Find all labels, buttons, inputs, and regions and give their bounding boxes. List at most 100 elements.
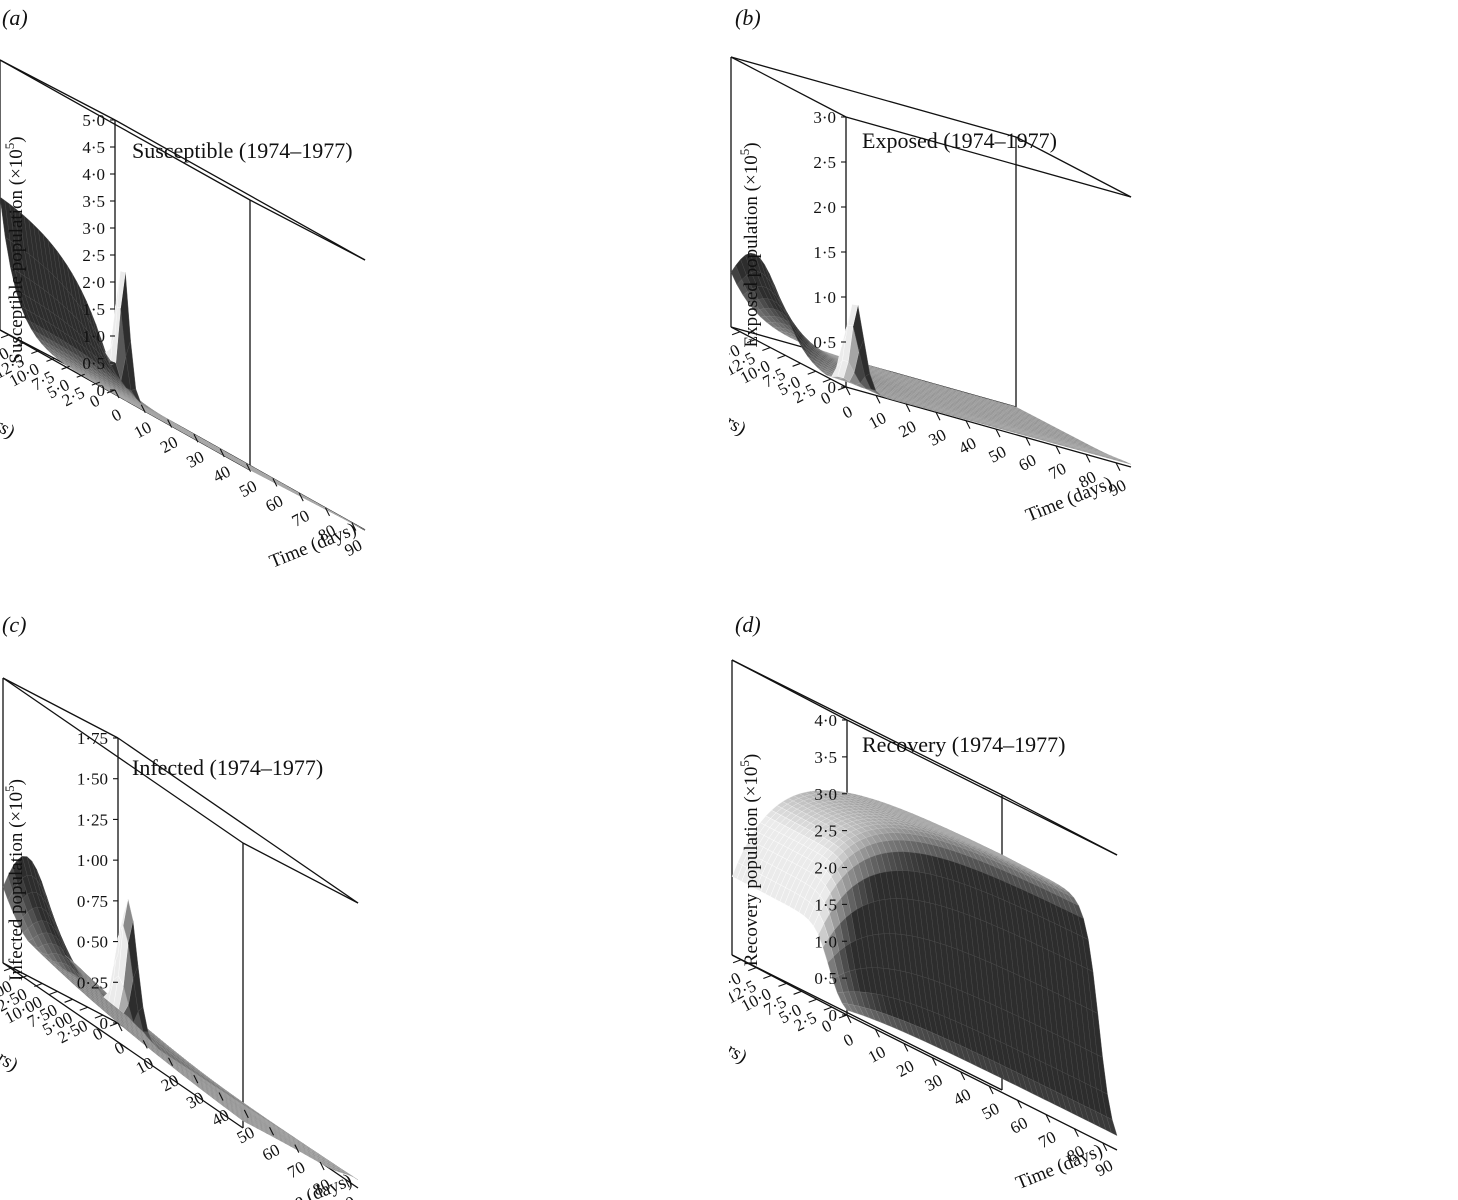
time-tick-label: 90: [335, 1192, 359, 1200]
age-tick: [747, 339, 756, 344]
time-tick: [114, 389, 120, 399]
time-tick: [351, 522, 357, 531]
z-axis-title-text: Recovery population (×10: [741, 767, 762, 967]
chart-title: Infected (1974–1977): [132, 755, 323, 780]
time-tick: [140, 404, 146, 413]
time-tick-label: 30: [922, 1070, 946, 1095]
time-tick-label: 50: [979, 1099, 1003, 1124]
time-tick: [1102, 1142, 1108, 1152]
time-tick-label: 70: [289, 506, 313, 531]
z-axis-title-text: Infected population (×10: [6, 792, 27, 981]
time-tick: [344, 1179, 350, 1188]
z-axis-title: Susceptible population (×105): [2, 136, 27, 363]
age-tick: [823, 1006, 833, 1011]
age-tick: [837, 386, 847, 391]
z-tick-label: 3·5: [814, 748, 837, 767]
time-tick: [1025, 437, 1031, 446]
time-tick-label: 60: [262, 491, 286, 516]
back-edge: [117, 737, 359, 904]
time-tick: [960, 1071, 966, 1081]
time-axis-title: Time (days): [262, 1170, 355, 1200]
time-tick-label: 40: [955, 433, 979, 458]
z-tick-label: 0·25: [77, 973, 108, 992]
age-tick: [61, 365, 70, 370]
time-tick-label: 10: [865, 408, 889, 433]
age-tick: [731, 331, 741, 336]
z-tick-label: 4·5: [82, 138, 105, 157]
age-tick: [64, 998, 73, 1003]
panel-d: (d) 0 0·5 1·0 1·5 2·0 2·5 3·0 3·5 4·0 0 10 20 30 40 50…: [729, 600, 1458, 1200]
chart-susceptible: 00·51·01·52·02·53·03·54·04·55·0010203040…: [0, 59, 366, 573]
z-tick-label: 1·50: [77, 770, 108, 789]
time-tick-label: 10: [865, 1042, 889, 1067]
z-tick-label: 0·75: [77, 892, 108, 911]
z-tick-label: 1·0: [82, 327, 105, 346]
time-tick: [1045, 1114, 1051, 1123]
z-tick-label: 1·0: [813, 288, 836, 307]
time-tick: [193, 1074, 199, 1084]
time-tick-label: 0: [111, 1038, 127, 1059]
z-axis-title-exponent: 5: [737, 149, 752, 156]
time-tick: [988, 1085, 994, 1095]
time-tick-label: 80: [315, 521, 339, 546]
time-tick: [167, 419, 173, 428]
age-tick: [16, 342, 25, 347]
z-tick-label: 3·5: [82, 192, 105, 211]
back-edge: [2, 962, 244, 1129]
z-tick-label: 2·0: [813, 198, 836, 217]
time-tick: [903, 1043, 909, 1052]
z-axis-title: Infected population (×105): [2, 779, 27, 981]
z-tick-label: 4·0: [814, 711, 837, 730]
time-tick: [1115, 462, 1121, 472]
z-tick-label: 5·0: [82, 111, 105, 130]
age-tick: [3, 967, 13, 972]
time-tick-label: 90: [341, 535, 365, 560]
time-tick: [845, 386, 851, 396]
back-edge: [0, 59, 116, 121]
z-tick-label: 3·0: [813, 108, 836, 127]
time-tick-label: 50: [236, 476, 260, 501]
z-tick-label: 0: [828, 378, 837, 397]
time-tick: [168, 1057, 174, 1066]
z-axis-title-close: ): [741, 142, 762, 148]
z-axis-title-close: ): [741, 754, 762, 760]
age-axis: [730, 326, 847, 388]
time-tick: [319, 1161, 325, 1171]
z-axis-title-text: Susceptible population (×10: [6, 149, 27, 363]
age-tick: [778, 982, 787, 987]
z-tick-label: 3·0: [82, 219, 105, 238]
time-axis-title: Time (days): [1013, 1140, 1106, 1194]
time-tick: [218, 1092, 224, 1101]
chart-recovery: 00·51·01·52·02·53·03·54·0010203040506070…: [729, 659, 1118, 1194]
z-tick-label: 2·0: [82, 273, 105, 292]
panel-label-a: (a): [2, 5, 28, 30]
panel-label-c: (c): [2, 612, 27, 637]
time-tick-label: 60: [259, 1140, 283, 1165]
age-tick: [0, 334, 10, 339]
z-axis-title-exponent: 5: [2, 143, 17, 150]
time-tick-label: 40: [209, 1105, 233, 1130]
time-tick-label: 70: [1035, 1127, 1059, 1152]
age-tick: [793, 990, 802, 995]
back-edge: [731, 659, 1003, 796]
time-tick-label: 80: [1064, 1141, 1088, 1166]
age-tick: [732, 959, 742, 964]
time-tick-label: 50: [985, 442, 1009, 467]
time-tick: [874, 1028, 880, 1038]
surface-facet: [113, 915, 124, 967]
age-axis: [731, 954, 848, 1016]
time-axis-title: Time (days): [1023, 473, 1116, 527]
z-tick-label: 2·5: [814, 822, 837, 841]
back-edge: [846, 719, 1118, 856]
panel-c: (c) 0 0·25 0·50 0·75 1·00 1·25 1·50 1·75 0 10 20 30…: [0, 600, 729, 1200]
back-edge: [242, 842, 359, 904]
time-tick: [846, 1014, 852, 1024]
back-edge: [0, 59, 251, 201]
time-tick: [1055, 445, 1061, 455]
z-tick-label: 0: [97, 381, 106, 400]
age-tick: [762, 347, 771, 352]
surface: [2, 855, 359, 1181]
z-tick-label: 1·25: [77, 810, 108, 829]
age-tick: [777, 354, 786, 359]
